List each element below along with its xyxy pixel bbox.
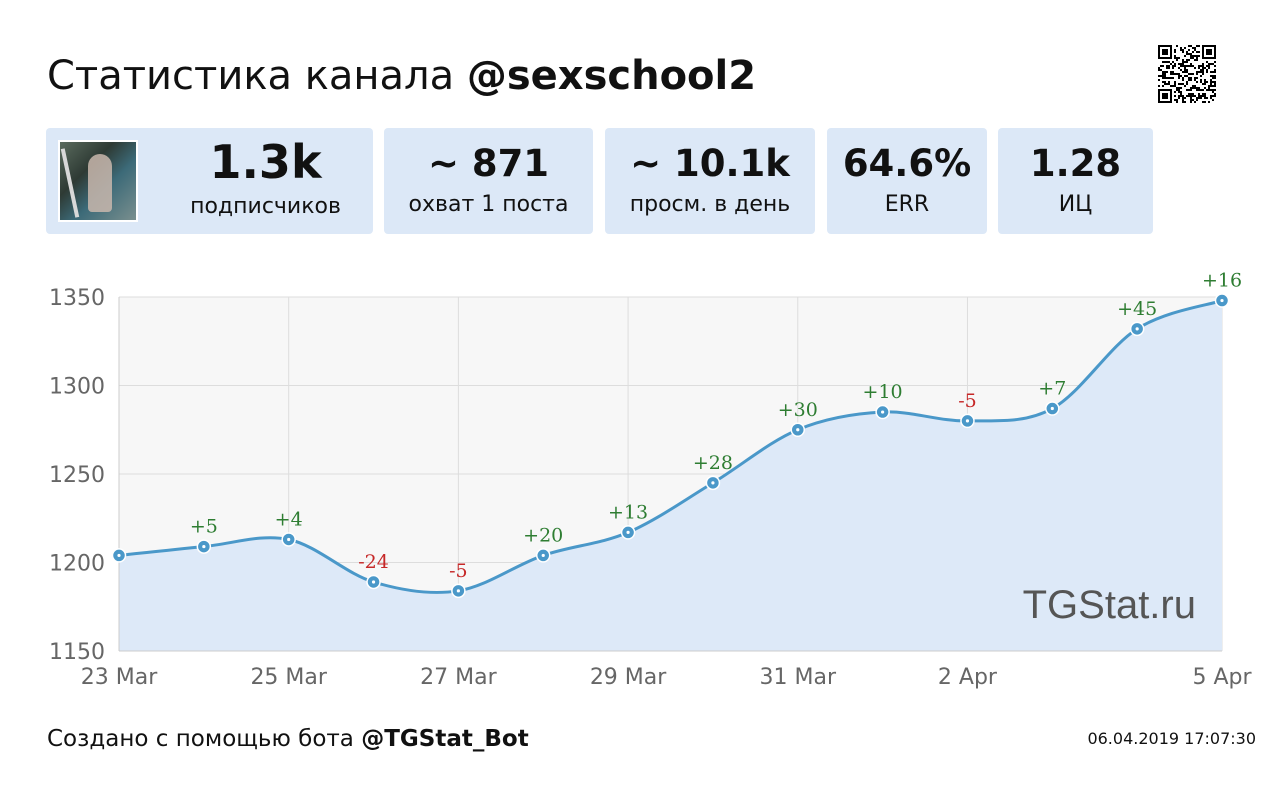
err-card: 64.6% ERR bbox=[827, 128, 987, 234]
subscribers-card: 1.3k подписчиков bbox=[46, 128, 373, 234]
data-label: +20 bbox=[523, 524, 563, 546]
daily-views-value: ~ 10.1k bbox=[630, 142, 790, 185]
data-label: -24 bbox=[358, 551, 389, 573]
data-label: -5 bbox=[449, 560, 468, 582]
channel-avatar bbox=[58, 140, 138, 222]
citation-index-card: 1.28 ИЦ bbox=[998, 128, 1153, 234]
data-label: +10 bbox=[863, 381, 903, 403]
page-title: Статистика канала @sexschool2 bbox=[47, 50, 756, 102]
y-tick-label: 1350 bbox=[49, 286, 105, 311]
data-point-center bbox=[965, 419, 970, 423]
err-value: 64.6% bbox=[842, 142, 972, 185]
data-point-center bbox=[881, 410, 885, 414]
err-label: ERR bbox=[884, 192, 930, 217]
series-area bbox=[119, 300, 1222, 651]
generated-timestamp: 06.04.2019 17:07:30 bbox=[1087, 729, 1256, 748]
channel-name: @sexschool2 bbox=[466, 53, 757, 99]
data-point-center bbox=[1050, 406, 1054, 411]
y-tick-label: 1300 bbox=[49, 375, 105, 400]
data-label: +30 bbox=[778, 399, 818, 421]
y-tick-label: 1200 bbox=[49, 552, 105, 577]
data-point-center bbox=[202, 544, 206, 549]
qr-code-icon bbox=[1158, 45, 1216, 103]
data-label: +7 bbox=[1038, 378, 1066, 400]
x-tick-label: 25 Mar bbox=[250, 665, 327, 690]
data-label: +45 bbox=[1117, 298, 1157, 320]
chart-watermark: TGStat.ru bbox=[1023, 583, 1196, 627]
reach-label: охват 1 поста bbox=[408, 192, 569, 217]
y-tick-label: 1150 bbox=[49, 640, 105, 665]
data-point-center bbox=[371, 580, 376, 584]
data-point-center bbox=[1220, 298, 1224, 303]
data-point-center bbox=[711, 481, 715, 485]
bot-handle: @TGStat_Bot bbox=[361, 726, 529, 752]
data-label: +5 bbox=[190, 516, 218, 538]
data-label: +28 bbox=[693, 452, 733, 474]
data-point-center bbox=[287, 537, 291, 542]
citation-index-label: ИЦ bbox=[1058, 192, 1093, 217]
x-tick-label: 23 Mar bbox=[81, 665, 158, 690]
data-point-center bbox=[796, 428, 800, 432]
title-prefix: Статистика канала bbox=[47, 53, 467, 99]
daily-views-label: просм. в день bbox=[629, 192, 791, 217]
x-tick-label: 5 Apr bbox=[1192, 665, 1252, 690]
data-label: -5 bbox=[958, 390, 977, 412]
data-label: +4 bbox=[275, 508, 303, 530]
data-point-center bbox=[626, 530, 630, 535]
x-tick-label: 29 Mar bbox=[590, 665, 667, 690]
daily-views-card: ~ 10.1k просм. в день bbox=[605, 128, 815, 234]
citation-index-value: 1.28 bbox=[1029, 142, 1122, 185]
x-tick-label: 27 Mar bbox=[420, 665, 497, 690]
data-label: +13 bbox=[608, 501, 648, 523]
footer-prefix: Создано с помощью бота bbox=[47, 726, 362, 752]
data-point-center bbox=[117, 553, 121, 558]
reach-value: ~ 871 bbox=[427, 142, 550, 185]
data-point-center bbox=[1135, 327, 1139, 331]
x-tick-label: 2 Apr bbox=[938, 665, 998, 690]
subscribers-label: подписчиков bbox=[190, 194, 341, 219]
reach-card: ~ 871 охват 1 поста bbox=[384, 128, 593, 234]
data-point-center bbox=[541, 553, 545, 558]
data-point-center bbox=[456, 589, 460, 593]
y-tick-label: 1250 bbox=[49, 463, 105, 488]
subscribers-line-chart: 1150 1200 1250 1300 1350 23 Mar 25 Mar 27 Mar 29… bbox=[49, 270, 1252, 690]
subscribers-value: 1.3k bbox=[209, 135, 322, 189]
footer-credit: Создано с помощью бота @TGStat_Bot bbox=[47, 724, 529, 754]
data-label: +16 bbox=[1202, 270, 1242, 292]
x-tick-label: 31 Mar bbox=[760, 665, 837, 690]
